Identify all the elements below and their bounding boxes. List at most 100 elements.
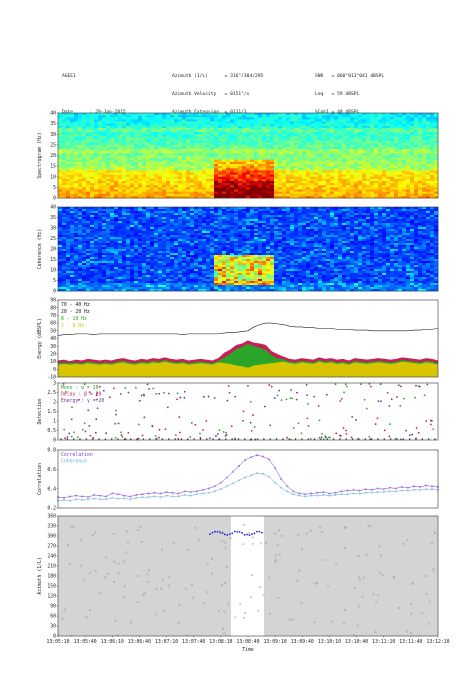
heatmap-cell [126, 251, 131, 254]
heatmap-cell [266, 117, 271, 120]
heatmap-cell [382, 117, 387, 120]
heatmap-cell [98, 134, 103, 137]
heatmap-cell [130, 191, 135, 195]
heatmap-cell [426, 185, 431, 188]
heatmap-cell [258, 185, 263, 188]
heatmap-cell [110, 140, 115, 144]
heatmap-cell [130, 253, 135, 256]
heatmap-cell [350, 174, 355, 178]
heatmap-cell [94, 287, 99, 290]
heatmap-cell [210, 161, 215, 165]
heatmap-cell [130, 161, 135, 165]
heatmap-cell [338, 172, 343, 175]
heatmap-cell [118, 193, 123, 197]
heatmap-cell [406, 123, 411, 127]
heatmap-cell [150, 115, 155, 118]
heatmap-cell [294, 119, 299, 122]
heatmap-cell [66, 219, 71, 222]
heatmap-cell [110, 229, 115, 232]
heatmap-cell [194, 134, 199, 137]
heatmap-cell [318, 132, 323, 135]
heatmap-cell [158, 279, 163, 282]
heatmap-cell [166, 151, 171, 154]
heatmap-cell [334, 134, 339, 137]
heatmap-cell [266, 151, 271, 154]
heatmap-cell [178, 144, 183, 148]
heatmap-cell [394, 181, 399, 184]
heatmap-cell [406, 130, 411, 133]
heatmap-cell [358, 153, 363, 156]
heatmap-cell [102, 176, 107, 180]
heatmap-cell [142, 235, 147, 238]
heatmap-cell [378, 140, 383, 144]
heatmap-cell [106, 241, 111, 244]
heatmap-cell [146, 117, 151, 120]
heatmap-cell [122, 153, 127, 156]
heatmap-cell [394, 130, 399, 133]
heatmap-cell [210, 121, 215, 124]
heatmap-cell [182, 151, 187, 154]
heatmap-cell [202, 138, 207, 141]
heatmap-cell [378, 119, 383, 122]
heatmap-cell [238, 193, 243, 197]
heatmap-cell [154, 191, 159, 195]
heatmap-cell [234, 193, 239, 197]
heatmap-cell [138, 241, 143, 244]
heatmap-cell [434, 181, 439, 184]
heatmap-cell [298, 125, 303, 129]
heatmap-cell [206, 185, 211, 188]
heatmap-cell [354, 174, 359, 178]
heatmap-cell [326, 134, 331, 137]
heatmap-cell [410, 132, 415, 135]
heatmap-cell [110, 121, 115, 124]
heatmap-cell [138, 113, 143, 116]
heatmap-cell [270, 181, 275, 184]
heatmap-cell [214, 161, 219, 165]
heatmap-cell [294, 176, 299, 180]
heatmap-cell [378, 168, 383, 171]
heatmap-cell [410, 195, 415, 199]
heatmap-cell [106, 259, 111, 262]
heatmap-cell [238, 172, 243, 175]
heatmap-cell [114, 265, 119, 268]
heatmap-cell [294, 117, 299, 120]
leq-label: Leq = 59 dBSPL [315, 92, 360, 97]
heatmap-cell [70, 127, 75, 131]
heatmap-cell [330, 132, 335, 135]
heatmap-cell [334, 125, 339, 129]
heatmap-cell [174, 132, 179, 135]
heatmap-cell [274, 174, 279, 178]
heatmap-cell [238, 164, 243, 167]
heatmap-cell [250, 130, 255, 133]
heatmap-cell [98, 181, 103, 184]
heatmap-cell [390, 125, 395, 129]
heatmap-cell [154, 183, 159, 186]
heatmap-cell [198, 176, 203, 180]
heatmap-cell [270, 138, 275, 141]
heatmap-cell [62, 136, 67, 139]
heatmap-cell [90, 247, 95, 250]
heatmap-cell [282, 121, 287, 124]
heatmap-cell [158, 127, 163, 131]
heatmap-cell [134, 170, 139, 173]
heatmap-cell [414, 121, 419, 124]
heatmap-cell [154, 121, 159, 124]
heatmap-cell [430, 195, 435, 199]
heatmap-cell [102, 249, 107, 252]
heatmap-cell [230, 161, 235, 165]
heatmap-cell [110, 168, 115, 171]
heatmap-cell [354, 170, 359, 173]
heatmap-cell [230, 157, 235, 161]
heatmap-cell [230, 144, 235, 148]
heatmap-cell [138, 115, 143, 118]
heatmap-cell [298, 164, 303, 167]
heatmap-cell [330, 172, 335, 175]
heatmap-cell [86, 176, 91, 180]
heatmap-cell [346, 123, 351, 127]
heatmap-cell [306, 119, 311, 122]
heatmap-cell [102, 193, 107, 197]
heatmap-cell [266, 147, 271, 150]
heatmap-cell [230, 193, 235, 197]
heatmap-cell [242, 132, 247, 135]
